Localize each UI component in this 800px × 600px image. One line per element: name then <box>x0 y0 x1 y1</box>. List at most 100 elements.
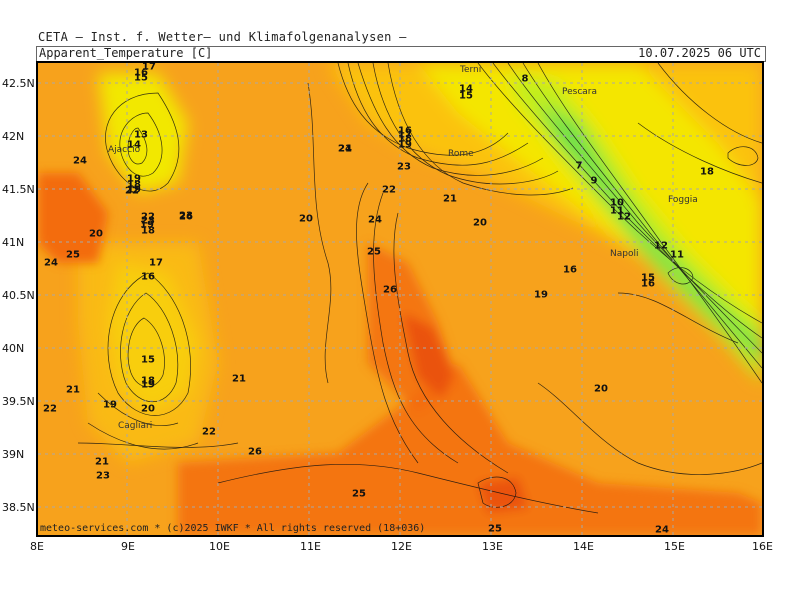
contour-label: 21 <box>232 373 246 385</box>
contour-label: 24 <box>655 524 669 536</box>
city-label-pescara: Pescara <box>562 87 598 97</box>
contour-label: 17 <box>398 129 412 141</box>
chart-title: CETA — Inst. f. Wetter— und Klimafolgena… <box>38 30 407 44</box>
contour-label: 19 <box>127 184 141 196</box>
lat-label-40n: 40N <box>2 342 25 355</box>
lat-label-40-5n: 40.5N <box>2 289 35 302</box>
lat-label-42-5n: 42.5N <box>2 77 35 90</box>
contour-label: 16 <box>398 125 412 137</box>
lon-label-13e: 13E <box>482 540 503 553</box>
contour-label: 15 <box>641 272 655 284</box>
contour-label: 11 <box>670 249 684 261</box>
contour-label: 23 <box>179 210 193 222</box>
city-label-napoli: Napoli <box>610 249 639 259</box>
lon-label-16e: 16E <box>752 540 773 553</box>
contour-label: 20 <box>299 213 313 225</box>
contour-label: 16 <box>141 271 155 283</box>
contour-label: 21 <box>338 143 352 155</box>
lon-label-9e: 9E <box>121 540 135 553</box>
contour-label: 10 <box>610 197 624 209</box>
lon-label-11e: 11E <box>300 540 321 553</box>
contour-label: 24 <box>368 214 382 226</box>
lon-label-10e: 10E <box>209 540 230 553</box>
temperature-field <box>38 63 762 535</box>
lat-label-41-5n: 41.5N <box>2 183 35 196</box>
contour-label: 24 <box>338 143 352 155</box>
contour-label: 22 <box>202 426 216 438</box>
lon-label-12e: 12E <box>391 540 412 553</box>
contour-label: 14 <box>459 83 473 95</box>
field-dark-south <box>178 363 762 535</box>
contour-label: 26 <box>248 446 262 458</box>
contour-label: 16 <box>563 264 577 276</box>
contour-label: 22 <box>125 185 139 197</box>
city-label-rome: Rome <box>448 149 474 159</box>
field-light-sardinia <box>78 243 218 463</box>
city-label-terni: Terni <box>460 65 482 75</box>
contour-label: 26 <box>383 284 397 296</box>
contour-label: 19 <box>141 379 155 391</box>
lon-label-8e: 8E <box>30 540 44 553</box>
contour-label: 25 <box>367 246 381 258</box>
lat-label-39-5n: 39.5N <box>2 395 35 408</box>
city-label-foggia: Foggia <box>668 195 698 205</box>
contour-label: 7 <box>575 160 583 172</box>
lat-label-38-5n: 38.5N <box>2 501 35 514</box>
lat-label-42n: 42N <box>2 130 25 143</box>
lon-label-15e: 15E <box>664 540 685 553</box>
contour-label: 16 <box>134 67 148 79</box>
contour-label: 16 <box>641 278 655 290</box>
field-yellow-corsica <box>98 73 188 193</box>
contour-label: 19 <box>140 219 154 231</box>
timestamp-label: 10.07.2025 06 UTC <box>638 46 761 60</box>
contour-label: 25 <box>66 249 80 261</box>
contour-label: 25 <box>352 488 366 500</box>
contour-label: 17 <box>149 257 163 269</box>
contour-label: 23 <box>141 215 155 227</box>
contour-label: 22 <box>141 211 155 223</box>
contour-label: 15 <box>459 90 473 102</box>
map-area: Terni Pescara Rome Ajaccio Foggia Napoli… <box>36 61 764 537</box>
contour-label: 18 <box>398 133 412 145</box>
contour-label: 18 <box>127 179 141 191</box>
contour-label: 13 <box>134 129 148 141</box>
field-green-core <box>538 103 762 363</box>
contour-label: 22 <box>43 403 57 415</box>
field-dark-west-corsica <box>38 173 108 263</box>
contour-label: 19 <box>127 173 141 185</box>
contour-label: 21 <box>443 193 457 205</box>
contour-label: 15 <box>134 72 148 84</box>
contour-label: 12 <box>617 211 631 223</box>
contour-label: 20 <box>473 217 487 229</box>
contour-label: 12 <box>654 240 668 252</box>
city-label-ajaccio: Ajaccio <box>108 145 141 155</box>
contour-label: 8 <box>521 73 529 85</box>
lat-lon-grid <box>38 63 762 535</box>
contour-label: 19 <box>398 139 412 151</box>
city-label-cagliari: Cagliari <box>118 421 153 431</box>
contour-label: 19 <box>103 399 117 411</box>
lon-label-14e: 14E <box>573 540 594 553</box>
contour-label: 9 <box>590 175 598 187</box>
contour-label: 24 <box>44 257 58 269</box>
lat-label-39n: 39N <box>2 448 25 461</box>
copyright-footer: meteo-services.com * (c)2025 IWKF * All … <box>40 523 426 534</box>
contour-label: 18 <box>141 225 155 237</box>
contour-label: 23 <box>96 470 110 482</box>
contour-label: 26 <box>179 211 193 223</box>
contour-label: 25 <box>488 523 502 535</box>
contour-label: 20 <box>594 383 608 395</box>
contour-label: 19 <box>534 289 548 301</box>
contour-label: 20 <box>89 228 103 240</box>
contour-label: 21 <box>66 384 80 396</box>
contour-label: 21 <box>95 456 109 468</box>
contour-label: 14 <box>127 139 141 151</box>
contour-label: 15 <box>141 354 155 366</box>
isotherm-lines <box>77 63 762 514</box>
contour-label: 22 <box>382 184 396 196</box>
contour-label: 11 <box>610 205 624 217</box>
contour-label: 24 <box>73 155 87 167</box>
lat-label-41n: 41N <box>2 236 25 249</box>
contour-label: 18 <box>141 375 155 387</box>
field-darkest-tyrrhenian <box>403 313 453 398</box>
